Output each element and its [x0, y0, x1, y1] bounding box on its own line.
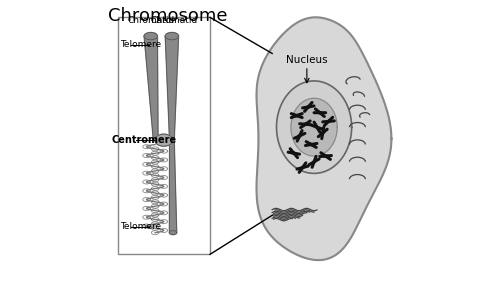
Polygon shape: [257, 17, 391, 260]
Polygon shape: [144, 36, 158, 140]
Text: Telomere: Telomere: [120, 222, 161, 231]
Text: Telomere: Telomere: [120, 40, 161, 49]
Text: Chromatid: Chromatid: [150, 16, 197, 25]
Polygon shape: [291, 98, 337, 156]
Text: Chromatid: Chromatid: [127, 16, 174, 25]
Ellipse shape: [144, 32, 157, 40]
Ellipse shape: [169, 231, 177, 235]
Text: Centromere: Centromere: [111, 135, 176, 145]
Polygon shape: [277, 81, 352, 173]
Text: Nucleus: Nucleus: [286, 55, 328, 65]
Ellipse shape: [155, 134, 173, 146]
Polygon shape: [165, 36, 178, 140]
Text: Chromosome: Chromosome: [108, 7, 228, 25]
Polygon shape: [169, 140, 177, 233]
Ellipse shape: [165, 32, 178, 40]
